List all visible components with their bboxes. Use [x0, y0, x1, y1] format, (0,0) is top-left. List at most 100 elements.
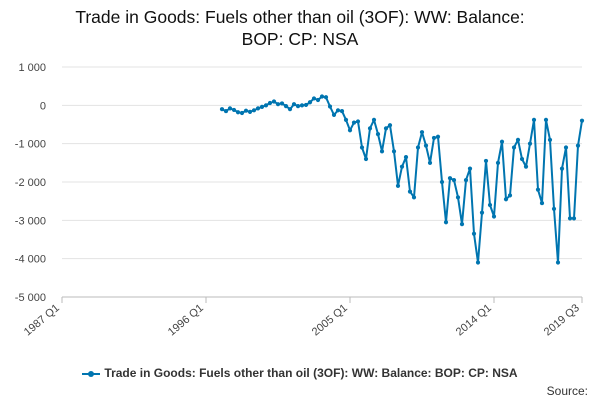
data-point[interactable]: [291, 102, 297, 107]
y-tick-label: -2 000: [15, 177, 46, 189]
data-point[interactable]: [535, 187, 541, 192]
data-point[interactable]: [231, 107, 237, 113]
data-point[interactable]: [243, 108, 249, 113]
data-point[interactable]: [467, 166, 473, 171]
legend[interactable]: Trade in Goods: Fuels other than oil (3O…: [0, 366, 600, 380]
data-point[interactable]: [439, 179, 445, 185]
data-point[interactable]: [459, 222, 465, 227]
data-point[interactable]: [483, 158, 489, 164]
data-point[interactable]: [487, 202, 493, 208]
data-point[interactable]: [327, 104, 333, 109]
data-point[interactable]: [335, 108, 341, 113]
data-point[interactable]: [375, 131, 381, 137]
data-point[interactable]: [387, 123, 393, 128]
data-point[interactable]: [435, 134, 441, 139]
data-point[interactable]: [527, 141, 533, 146]
data-point[interactable]: [499, 139, 505, 144]
data-point[interactable]: [239, 110, 245, 116]
data-point[interactable]: [267, 100, 273, 106]
data-point[interactable]: [339, 108, 345, 114]
data-point[interactable]: [559, 166, 565, 171]
data-point[interactable]: [323, 95, 329, 100]
data-point[interactable]: [411, 195, 417, 200]
data-point[interactable]: [271, 99, 277, 104]
data-point[interactable]: [515, 137, 521, 142]
data-point[interactable]: [359, 145, 365, 150]
data-point[interactable]: [219, 107, 225, 112]
data-point[interactable]: [447, 176, 453, 181]
data-point[interactable]: [295, 104, 301, 109]
data-point[interactable]: [455, 195, 461, 200]
data-point[interactable]: [279, 101, 285, 106]
data-point[interactable]: [251, 108, 257, 113]
data-point[interactable]: [351, 120, 357, 125]
data-point[interactable]: [403, 154, 409, 160]
data-point[interactable]: [451, 177, 457, 183]
data-point[interactable]: [575, 143, 581, 148]
data-point[interactable]: [263, 103, 269, 108]
data-point[interactable]: [419, 130, 425, 135]
data-point[interactable]: [519, 156, 525, 162]
data-point[interactable]: [371, 117, 377, 122]
data-point[interactable]: [431, 135, 437, 141]
y-tick-label: -3 000: [15, 215, 46, 227]
data-point[interactable]: [259, 104, 265, 109]
data-point[interactable]: [347, 128, 353, 133]
data-point[interactable]: [247, 109, 253, 114]
data-point[interactable]: [531, 117, 537, 122]
data-point[interactable]: [363, 156, 369, 162]
x-axis: 1987 Q1 1996 Q1 2005 Q1 2014 Q1 2019 Q3: [22, 296, 583, 338]
data-point[interactable]: [367, 126, 373, 131]
data-point[interactable]: [383, 126, 389, 131]
data-point[interactable]: [303, 102, 309, 108]
data-point[interactable]: [399, 164, 405, 169]
data-point[interactable]: [511, 145, 517, 150]
data-point[interactable]: [311, 96, 317, 101]
data-point[interactable]: [579, 118, 585, 123]
data-point[interactable]: [427, 160, 433, 165]
chart-title-line-2: BOP: CP: NSA: [241, 29, 359, 49]
data-point[interactable]: [551, 206, 557, 211]
data-point[interactable]: [547, 137, 553, 142]
data-point[interactable]: [479, 210, 485, 215]
data-point[interactable]: [491, 214, 497, 219]
data-point[interactable]: [563, 145, 569, 150]
data-point[interactable]: [319, 94, 325, 99]
data-point[interactable]: [507, 193, 513, 198]
data-point[interactable]: [275, 102, 281, 107]
data-point[interactable]: [355, 119, 361, 124]
data-point[interactable]: [523, 164, 529, 169]
data-point[interactable]: [571, 216, 577, 221]
data-point[interactable]: [343, 117, 349, 122]
data-point[interactable]: [539, 200, 545, 206]
data-point[interactable]: [315, 97, 321, 103]
data-point[interactable]: [443, 220, 449, 225]
data-point[interactable]: [287, 107, 293, 112]
data-point[interactable]: [555, 260, 561, 265]
data-point[interactable]: [223, 108, 229, 114]
data-point[interactable]: [395, 183, 401, 188]
data-point[interactable]: [471, 231, 477, 236]
data-point[interactable]: [283, 104, 289, 109]
source-label: Source:: [546, 384, 588, 398]
data-point[interactable]: [255, 106, 261, 111]
data-point[interactable]: [331, 112, 337, 118]
data-point[interactable]: [235, 110, 241, 115]
data-point[interactable]: [299, 103, 305, 108]
data-point[interactable]: [567, 216, 573, 221]
data-point[interactable]: [423, 143, 429, 148]
data-point[interactable]: [463, 177, 469, 183]
data-point[interactable]: [379, 149, 385, 154]
data-point[interactable]: [415, 145, 421, 150]
data-point[interactable]: [307, 100, 313, 105]
data-point[interactable]: [227, 106, 233, 111]
data-point[interactable]: [543, 117, 549, 122]
data-point[interactable]: [407, 189, 413, 194]
data-point[interactable]: [495, 160, 501, 165]
legend-line-marker-icon: [82, 370, 101, 377]
x-tick-label: 2005 Q1: [310, 302, 350, 338]
data-point[interactable]: [475, 260, 481, 265]
data-point[interactable]: [391, 149, 397, 154]
data-point[interactable]: [503, 197, 509, 202]
